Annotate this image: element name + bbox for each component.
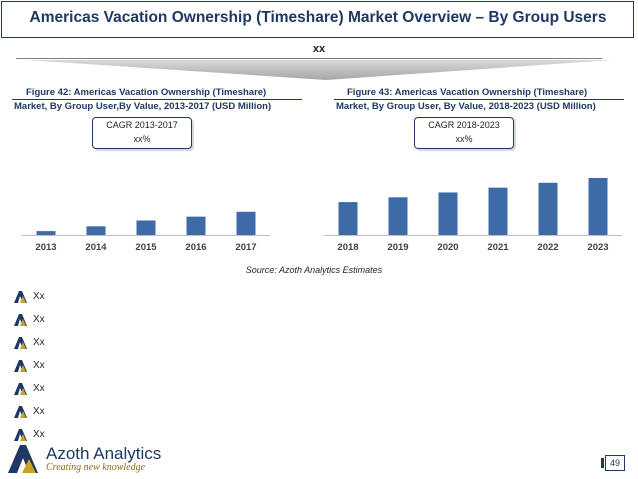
list-item: Xx — [14, 423, 45, 446]
figure-43-underline — [334, 99, 624, 100]
source-note: Source: Azoth Analytics Estimates — [245, 265, 383, 275]
bar-2023 — [588, 177, 608, 235]
divider-line — [16, 58, 602, 59]
bar-2015 — [136, 220, 156, 235]
x-tick-label: 2018 — [337, 242, 358, 253]
x-tick-label: 2022 — [537, 242, 558, 253]
x-tick-label: 2013 — [35, 242, 56, 253]
cagr-box-2013-2017: CAGR 2013-2017 xx% — [92, 117, 192, 149]
x-tick-label: 2016 — [185, 242, 206, 253]
figure-42-underline — [12, 99, 302, 100]
x-tick-label: 2017 — [235, 242, 256, 253]
bar-2020 — [438, 192, 458, 235]
x-tick-label: 2021 — [487, 242, 509, 253]
list-item: Xx — [14, 331, 45, 354]
figure-42-subtitle: Market, By Group User,By Value, 2013-201… — [14, 101, 272, 112]
figure-42-title: Figure 42: Americas Vacation Ownership (… — [26, 87, 267, 98]
brand-tagline: Creating new knowledge — [46, 462, 146, 473]
page-title: Americas Vacation Ownership (Timeshare) … — [29, 9, 607, 26]
x-tick-label: 2015 — [135, 242, 157, 253]
x-tick-label: 2020 — [437, 242, 458, 253]
cagr-value: xx% — [133, 134, 151, 144]
azoth-bullet-icon — [14, 382, 27, 395]
figure-43-title: Figure 43: Americas Vacation Ownership (… — [347, 87, 588, 98]
bar-2017 — [236, 211, 256, 235]
x-tick-label: 2019 — [387, 242, 408, 253]
cagr-value: xx% — [455, 134, 473, 144]
azoth-bullet-icon — [14, 290, 27, 303]
x-tick-label: 2023 — [587, 242, 608, 253]
bar-2021 — [488, 187, 508, 235]
azoth-bullet-icon — [14, 313, 27, 326]
azoth-bullet-icon — [14, 336, 27, 349]
list-item: Xx — [14, 285, 45, 308]
azoth-bullet-icon — [14, 428, 27, 441]
list-item: Xx — [14, 354, 45, 377]
page-number: 49 — [601, 455, 625, 471]
azoth-bullet-icon — [14, 405, 27, 418]
funnel-pointer-shape — [26, 60, 612, 80]
bar-2018 — [338, 202, 358, 235]
figure-43-subtitle: Market, By Group User, By Value, 2018-20… — [336, 101, 596, 112]
overview-subhead: xx — [312, 43, 326, 55]
x-tick-label: 2014 — [85, 242, 107, 253]
cagr-label: CAGR 2013-2017 — [106, 120, 178, 130]
list-item: Xx — [14, 308, 45, 331]
azoth-bullet-icon — [14, 359, 27, 372]
bar-2022 — [538, 182, 558, 235]
bullet-list: Xx Xx Xx Xx Xx Xx Xx — [14, 285, 45, 446]
bar-2013 — [36, 231, 56, 235]
bar-charts: 2013 2014 2015 2016 2017 2018 2019 2020 2021 2022… — [22, 177, 622, 253]
cagr-label: CAGR 2018-2023 — [428, 120, 500, 130]
list-item: Xx — [14, 400, 45, 423]
list-item: Xx — [14, 377, 45, 400]
title-frame — [1, 1, 634, 38]
cagr-box-2018-2023: CAGR 2018-2023 xx% — [414, 117, 514, 149]
brand-name: Azoth Analytics — [46, 444, 162, 463]
bar-2016 — [186, 216, 206, 235]
azoth-logo-icon — [8, 445, 38, 473]
bar-2014 — [86, 226, 106, 235]
bar-2019 — [388, 197, 408, 235]
